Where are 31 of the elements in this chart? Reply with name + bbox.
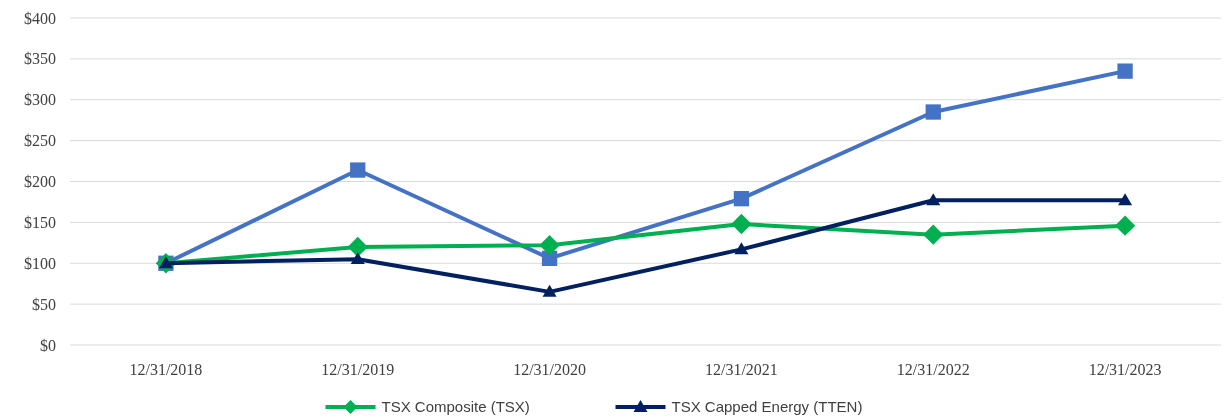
point (926, 193, 941, 206)
y-tick-label: $250 (24, 132, 56, 150)
point (542, 284, 557, 297)
x-tick-label: 12/31/2019 (321, 361, 395, 378)
x-tick-label: 12/31/2022 (896, 361, 970, 378)
x-tick-label: 12/31/2020 (513, 361, 587, 378)
point (347, 236, 368, 258)
y-tick-label: $300 (24, 91, 56, 109)
point (539, 235, 560, 256)
y-tick-label: $200 (24, 173, 56, 191)
point (350, 162, 366, 178)
point (1118, 193, 1133, 206)
point (733, 191, 750, 207)
point (925, 104, 941, 120)
y-tick-label: $0 (40, 336, 56, 354)
point (1117, 63, 1133, 79)
y-tick-label: $150 (24, 213, 56, 231)
y-tick-label: $100 (24, 254, 56, 272)
point (734, 242, 749, 255)
x-tick-label: 12/31/2021 (704, 361, 778, 378)
x-tick-label: 12/31/2018 (129, 361, 203, 378)
point (731, 213, 752, 235)
point (1114, 215, 1136, 236)
point (923, 224, 944, 245)
y-tick-label: $400 (24, 9, 56, 27)
x-tick-label: 12/31/2023 (1088, 361, 1162, 378)
point (350, 252, 365, 265)
y-tick-label: $350 (24, 50, 56, 68)
y-tick-label: $50 (32, 295, 56, 313)
legend-label: TSX Capped Energy (TTEN) (671, 398, 863, 416)
legend-label: TSX Composite (TSX) (381, 398, 530, 416)
